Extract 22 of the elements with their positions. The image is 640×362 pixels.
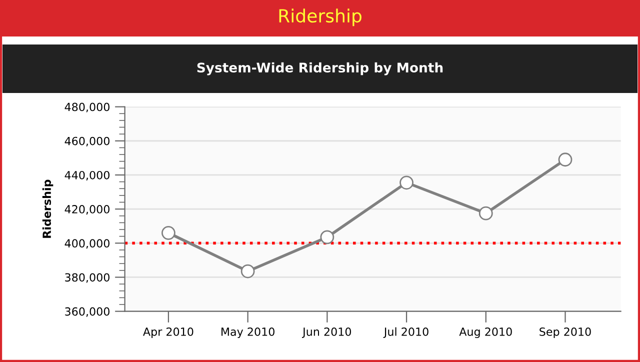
point [478, 206, 493, 220]
y-tick-label: 420,000 [64, 205, 110, 215]
x-tick-label: Aug 2010 [459, 327, 512, 338]
point [400, 176, 414, 190]
x-tick-label: Apr 2010 [143, 327, 194, 338]
point [558, 152, 572, 167]
y-tick-label: 400,000 [64, 239, 110, 249]
x-tick-label: Jun 2010 [302, 327, 352, 338]
x-tick-label: Jul 2010 [383, 327, 428, 338]
point [240, 264, 255, 278]
y-tick-label: 480,000 [64, 102, 110, 112]
point [320, 230, 334, 244]
chart-subtitle: System-Wide Ridership by Month [197, 62, 443, 76]
point [162, 226, 176, 240]
y-tick-label: 360,000 [65, 307, 110, 317]
chart-title: Ridership [279, 8, 362, 26]
x-tick-label: Sep 2010 [540, 327, 591, 338]
y-tick-label: 440,000 [64, 170, 110, 180]
y-tick-label: 380,000 [65, 273, 110, 283]
x-tick-label: May 2010 [222, 327, 274, 338]
y-tick-label: 460,000 [64, 136, 110, 146]
y-axis-title: Ridership [42, 180, 54, 238]
